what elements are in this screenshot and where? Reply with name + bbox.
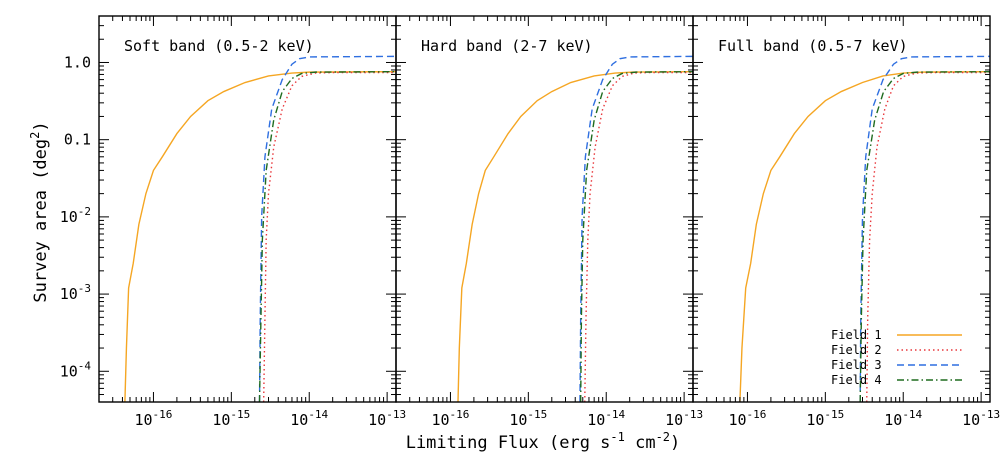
y-tick-label: 10-4​	[60, 359, 92, 380]
series-line-4	[258, 70, 397, 403]
legend-label: Field 2	[831, 343, 882, 357]
series-line-2	[584, 71, 693, 403]
x-tick-label: 10-16​	[431, 408, 469, 429]
series-line-2	[866, 71, 990, 403]
series-line-4	[579, 70, 694, 403]
legend-label: Field 3	[831, 358, 882, 372]
series-line-2	[262, 71, 396, 403]
y-tick-label: 1.0	[64, 53, 91, 71]
series-line-3	[579, 55, 694, 403]
x-tick-label: 10-16​	[728, 408, 766, 429]
x-tick-label: 10-14​	[290, 408, 328, 429]
x-tick-label: 10-13​	[368, 408, 406, 429]
x-axis-title: Limiting Flux (erg s-1​ cm-2​)	[406, 430, 681, 453]
panel-frame	[395, 15, 694, 403]
panels-group: 10-16​ 10-15​ 10-14​ 10-13​ 10-4​ 10-3​ 10-2​ 0…	[60, 15, 1000, 429]
series-line-3	[859, 55, 991, 403]
x-tick-label: 10-14​	[587, 408, 625, 429]
y-axis-title: Survey area (deg2​)	[28, 121, 51, 302]
panel-title: Hard band (2-7 keV)	[421, 37, 593, 55]
series-line-3	[258, 55, 397, 403]
legend-label: Field 1	[831, 328, 882, 342]
y-tick-label: 10-2​	[60, 205, 91, 226]
x-tick-label: 10-14​	[884, 408, 922, 429]
legend-label: Field 4	[831, 373, 882, 387]
y-tick-label: 10-3​	[60, 282, 91, 303]
panel-title: Soft band (0.5-2 keV)	[124, 37, 314, 55]
x-tick-label: 10-15​	[509, 408, 547, 429]
x-tick-label: 10-16​	[134, 408, 172, 429]
y-tick-label: 0.1	[64, 131, 91, 149]
x-tick-label: 10-13​	[665, 408, 703, 429]
x-tick-label: 10-15​	[212, 408, 250, 429]
panel-title: Full band (0.5-7 keV)	[718, 37, 908, 55]
x-tick-label: 10-13​	[962, 408, 1000, 429]
series-line-1	[124, 70, 397, 403]
series-line-1	[739, 70, 991, 403]
series-line-1	[457, 70, 694, 403]
panel-frame	[98, 15, 397, 403]
panel-frame	[692, 15, 991, 403]
x-tick-label: 10-15​	[806, 408, 844, 429]
